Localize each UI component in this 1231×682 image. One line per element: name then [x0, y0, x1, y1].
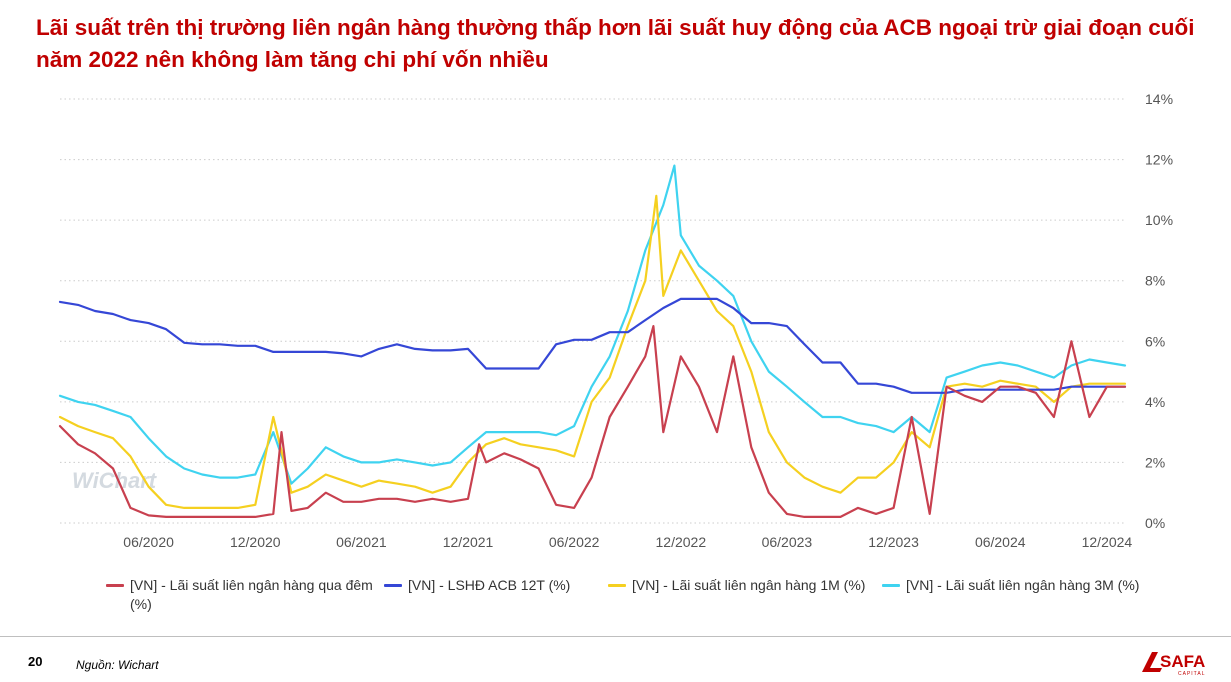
series-line-3 [58, 164, 1127, 485]
legend-label-1m: [VN] - Lãi suất liên ngân hàng 1M (%) [632, 577, 866, 593]
x-tick-label: 06/2023 [762, 534, 813, 550]
y-tick-label: 14% [1145, 91, 1173, 107]
x-tick-label: 12/2024 [1082, 534, 1133, 550]
y-tick-label: 0% [1145, 515, 1165, 531]
series-line-2 [58, 194, 1127, 509]
x-tick-label: 12/2023 [868, 534, 919, 550]
page-title: Lãi suất trên thị trường liên ngân hàng … [36, 15, 1195, 72]
series-line-0 [58, 325, 1127, 518]
x-tick-label: 12/2020 [230, 534, 281, 550]
legend-swatch-3m [882, 584, 900, 587]
x-tick-label: 06/2022 [549, 534, 600, 550]
legend-item-overnight[interactable]: [VN] - Lãi suất liên ngân hàng qua đêm (… [106, 576, 391, 614]
x-tick-label: 06/2021 [336, 534, 387, 550]
chart-legend: [VN] - Lãi suất liên ngân hàng qua đêm (… [106, 576, 1166, 620]
page-number: 20 [28, 654, 43, 669]
y-tick-label: 2% [1145, 454, 1165, 470]
legend-item-acb-12m[interactable]: [VN] - LSHĐ ACB 12T (%) [384, 576, 624, 595]
legend-label-3m: [VN] - Lãi suất liên ngân hàng 3M (%) [906, 577, 1140, 593]
legend-swatch-acb-12m [384, 584, 402, 587]
legend-item-3m[interactable]: [VN] - Lãi suất liên ngân hàng 3M (%) [882, 576, 1152, 595]
source-note: Nguồn: Wichart [76, 658, 159, 672]
legend-label-overnight: [VN] - Lãi suất liên ngân hàng qua đêm (… [130, 577, 373, 612]
footer-divider [0, 636, 1231, 637]
x-tick-label: 12/2021 [443, 534, 494, 550]
logo-text: SAFA [1160, 652, 1205, 671]
x-tick-label: 06/2024 [975, 534, 1026, 550]
safa-capital-logo: SAFA CAPITAL [1142, 652, 1205, 677]
y-tick-label: 10% [1145, 212, 1173, 228]
y-tick-label: 4% [1145, 394, 1165, 410]
legend-swatch-overnight [106, 584, 124, 587]
legend-swatch-1m [608, 584, 626, 587]
y-tick-label: 12% [1145, 152, 1173, 168]
y-tick-label: 6% [1145, 333, 1165, 349]
legend-item-1m[interactable]: [VN] - Lãi suất liên ngân hàng 1M (%) [608, 576, 878, 595]
logo-subtext: CAPITAL [1178, 671, 1205, 677]
x-tick-label: 06/2020 [123, 534, 174, 550]
legend-label-acb-12m: [VN] - LSHĐ ACB 12T (%) [408, 577, 571, 593]
series-line-1 [58, 297, 1127, 394]
x-tick-label: 12/2022 [656, 534, 707, 550]
safa-logo-mark [1142, 652, 1162, 672]
y-tick-label: 8% [1145, 273, 1165, 289]
